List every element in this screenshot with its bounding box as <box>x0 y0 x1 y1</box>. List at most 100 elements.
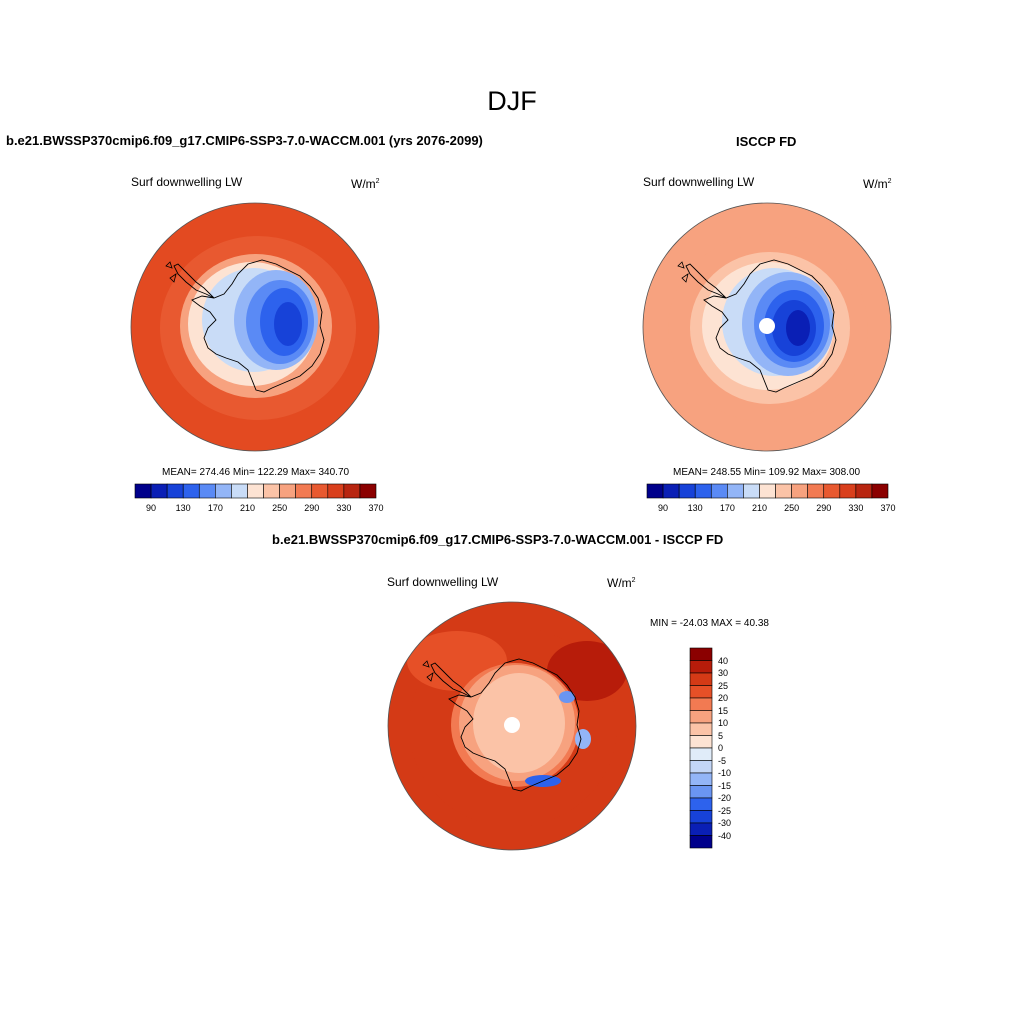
diff-colorbar-tick-label: 5 <box>718 730 724 741</box>
obs-colorbar-box-10 <box>807 483 825 499</box>
model-units-label: W/m2 <box>351 177 380 191</box>
diff-colorbar-tick-label: 15 <box>718 705 729 716</box>
model-colorbar-tick-label: 90 <box>146 503 157 513</box>
diff-colorbar-box-12 <box>689 797 713 811</box>
diff-colorbar-tick-label: -5 <box>718 755 727 766</box>
model-colorbar-tick-label: 170 <box>207 503 223 513</box>
obs-colorbar-box-11 <box>823 483 841 499</box>
obs-colorbar-box-1 <box>662 483 680 499</box>
obs-colorbar-box-13 <box>855 483 873 499</box>
model-colorbar-box-3 <box>182 483 200 499</box>
diff-colorbar-box-15 <box>689 835 713 849</box>
obs-colorbar-tick-label: 370 <box>880 503 896 513</box>
model-colorbar-tick-label: 210 <box>239 503 255 513</box>
diff-colorbar-tick-label: 40 <box>718 655 729 666</box>
model-colorbar-box-11 <box>311 483 329 499</box>
model-colorbar-box-7 <box>247 483 264 499</box>
model-colorbar-tick-label: 330 <box>336 503 352 513</box>
diff-colorbar-box-8 <box>689 747 713 761</box>
model-colorbar-box-4 <box>198 483 216 499</box>
obs-colorbar-box-7 <box>759 483 776 499</box>
diff-colorbar-tick-label: -30 <box>718 818 732 828</box>
diff-polar-map <box>387 601 637 851</box>
obs-colorbar-tick-label: 130 <box>687 503 703 513</box>
obs-colorbar-tick-label: 290 <box>816 503 832 513</box>
diff-stats: MIN = -24.03 MAX = 40.38 <box>650 618 769 629</box>
diff-colorbar-box-5 <box>689 710 713 724</box>
diff-colorbar-box-6 <box>689 722 713 736</box>
obs-colorbar-box-8 <box>775 483 792 499</box>
model-colorbar-box-10 <box>295 483 313 499</box>
model-colorbar-tick-label: 130 <box>175 503 191 513</box>
obs-pole-hole <box>759 318 775 334</box>
obs-islands <box>677 261 689 283</box>
diff-peninsula-coastline <box>430 662 472 698</box>
obs-colorbar-box-3 <box>694 483 712 499</box>
model-contour-band-7 <box>274 302 302 346</box>
obs-coastline <box>703 259 837 393</box>
diff-colorbar-tick-label: 0 <box>718 743 724 753</box>
model-colorbar-box-12 <box>327 483 345 499</box>
obs-colorbar-tick-label: 90 <box>658 503 669 513</box>
obs-colorbar-tick-label: 330 <box>848 503 864 513</box>
diff-map-border <box>387 601 637 851</box>
diff-colorbar-tick-label: 25 <box>718 680 729 691</box>
diff-colorbar-tick-label: -10 <box>718 768 732 778</box>
diff-pole-hole <box>504 717 520 733</box>
diff-colorbar-tick-label: -15 <box>718 780 732 791</box>
diff-colorbar-tick-label: 30 <box>718 668 729 678</box>
obs-map-field <box>643 203 891 451</box>
obs-contour-band-8 <box>786 310 810 346</box>
obs-colorbar-box-9 <box>791 483 808 499</box>
obs-colorbar-tick-label: 170 <box>719 503 735 513</box>
model-colorbar-box-5 <box>215 483 232 499</box>
diff-colorbar-box-0 <box>689 647 713 661</box>
diff-colorbar-tick-label: 10 <box>718 718 729 728</box>
diff-panel-title: b.e21.BWSSP370cmip6.f09_g17.CMIP6-SSP3-7… <box>272 532 724 547</box>
diff-map-field <box>388 602 636 850</box>
model-colorbar-tick-label: 370 <box>368 503 384 513</box>
model-colorbar <box>134 483 377 499</box>
obs-stats: MEAN= 248.55 Min= 109.92 Max= 308.00 <box>673 467 861 478</box>
diff-colorbar-tick-label: -25 <box>718 805 732 816</box>
model-colorbar-box-8 <box>263 483 280 499</box>
diff-colorbar-box-3 <box>689 685 713 699</box>
model-stats: MEAN= 274.46 Min= 122.29 Max= 340.70 <box>162 467 350 478</box>
diff-islands <box>422 660 434 682</box>
obs-map-border <box>642 202 892 452</box>
obs-colorbar-ticks: 90 130 170 210 250 290 330 370 <box>647 503 895 515</box>
diff-colorbar-box-14 <box>689 822 713 836</box>
diff-contour-band-8 <box>575 729 591 749</box>
obs-colorbar-box-6 <box>743 483 760 499</box>
diff-colorbar-tick-label: 20 <box>718 693 729 703</box>
diff-colorbar-ticks: 40 30 25 20 15 10 5 0 -5 -10 -15 -20 -25 -30 -40 <box>718 648 748 848</box>
diff-variable-label: Surf downwelling LW <box>387 575 499 589</box>
diff-colorbar-tick-label: -40 <box>718 830 732 841</box>
obs-colorbar <box>646 483 889 499</box>
obs-colorbar-box-2 <box>678 483 696 499</box>
obs-peninsula-coastline <box>685 263 727 299</box>
obs-colorbar-box-0 <box>646 483 664 499</box>
model-colorbar-ticks: 90 130 170 210 250 290 330 370 <box>135 503 383 515</box>
diff-colorbar-box-2 <box>689 672 713 686</box>
obs-colorbar-box-14 <box>871 483 889 499</box>
obs-colorbar-box-12 <box>839 483 857 499</box>
model-colorbar-box-9 <box>279 483 296 499</box>
obs-polar-map <box>642 202 892 452</box>
obs-colorbar-box-5 <box>727 483 744 499</box>
diff-contour-band-7 <box>559 691 575 703</box>
model-panel-title: b.e21.BWSSP370cmip6.f09_g17.CMIP6-SSP3-7… <box>6 133 483 148</box>
model-colorbar-box-1 <box>150 483 168 499</box>
model-colorbar-box-13 <box>343 483 361 499</box>
model-peninsula-coastline <box>173 263 215 299</box>
obs-panel-title: ISCCP FD <box>736 134 797 149</box>
diff-coastline <box>448 658 582 792</box>
diff-colorbar-box-10 <box>689 772 713 786</box>
model-variable-label: Surf downwelling LW <box>131 175 243 189</box>
model-polar-map <box>130 202 380 452</box>
obs-variable-label: Surf downwelling LW <box>643 175 755 189</box>
model-colorbar-box-6 <box>231 483 248 499</box>
figure-title: DJF <box>487 86 537 116</box>
model-islands <box>165 261 177 283</box>
obs-colorbar-tick-label: 250 <box>784 503 800 513</box>
